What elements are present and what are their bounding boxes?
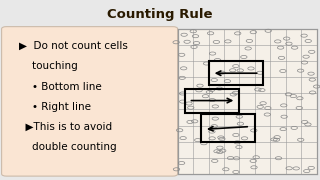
Bar <box>185 89 239 113</box>
Text: • Bottom line: • Bottom line <box>19 82 102 92</box>
Text: ▶  Do not count cells: ▶ Do not count cells <box>19 41 128 51</box>
Text: ▶This is to avoid: ▶This is to avoid <box>19 122 112 132</box>
Text: touching: touching <box>19 61 78 71</box>
Text: • Right line: • Right line <box>19 102 91 112</box>
Bar <box>209 61 263 85</box>
Bar <box>201 114 255 142</box>
Text: Counting Rule: Counting Rule <box>107 8 213 21</box>
FancyBboxPatch shape <box>2 27 178 176</box>
Bar <box>178 29 317 174</box>
Text: double counting: double counting <box>19 142 117 152</box>
